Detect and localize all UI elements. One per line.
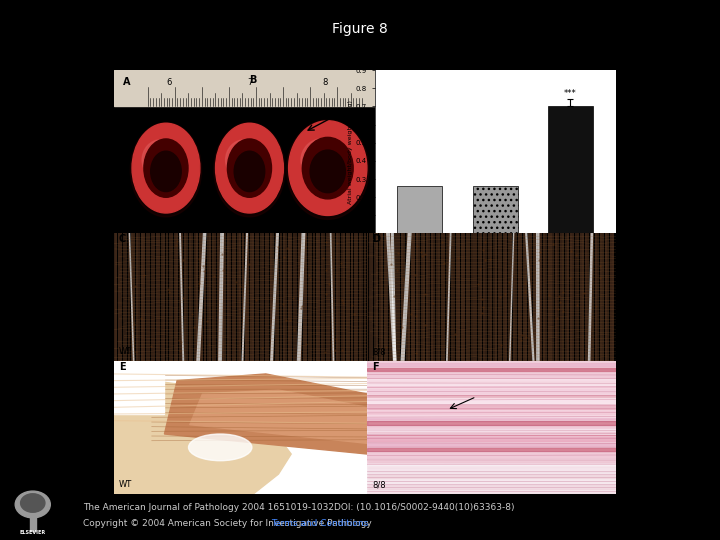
Y-axis label: Atrial weight/body weight (mg/g): Atrial weight/body weight (mg/g): [348, 100, 353, 204]
Bar: [367, 389, 616, 393]
Ellipse shape: [15, 491, 50, 518]
Text: WT: WT: [159, 220, 173, 229]
Text: ***: ***: [564, 89, 577, 98]
Text: F: F: [372, 362, 379, 372]
Bar: [367, 491, 616, 494]
Ellipse shape: [130, 123, 202, 217]
Ellipse shape: [132, 123, 200, 213]
Bar: [367, 416, 616, 420]
Ellipse shape: [189, 434, 252, 461]
Bar: [367, 485, 616, 489]
Text: D: D: [372, 234, 380, 244]
Text: Copyright © 2004 American Society for Investigative Pathology: Copyright © 2004 American Society for In…: [83, 519, 372, 529]
Bar: [367, 432, 616, 435]
Bar: [114, 70, 374, 106]
Bar: [367, 469, 616, 472]
Ellipse shape: [301, 139, 344, 181]
Text: Figure 8: Figure 8: [332, 22, 388, 36]
Ellipse shape: [225, 140, 263, 180]
Bar: [114, 361, 164, 414]
Text: A: A: [123, 77, 130, 87]
Bar: [367, 379, 616, 384]
Bar: [548, 106, 593, 233]
Text: Terms and Conditions: Terms and Conditions: [271, 519, 369, 529]
Ellipse shape: [144, 139, 188, 197]
Bar: [367, 448, 616, 451]
Text: HZ: HZ: [243, 220, 256, 229]
Ellipse shape: [287, 120, 369, 219]
Bar: [367, 368, 616, 372]
Bar: [367, 458, 616, 462]
Text: 7: 7: [247, 78, 252, 87]
Bar: [367, 443, 616, 446]
Bar: [367, 480, 616, 483]
Ellipse shape: [289, 121, 367, 215]
Ellipse shape: [21, 494, 45, 512]
Bar: [367, 427, 616, 430]
Text: The American Journal of Pathology 2004 1651019-1032DOI: (10.1016/S0002-9440(10)6: The American Journal of Pathology 2004 1…: [83, 503, 514, 512]
Bar: [367, 362, 616, 366]
Bar: [30, 517, 36, 531]
Ellipse shape: [142, 140, 179, 180]
Polygon shape: [164, 374, 367, 454]
Bar: [367, 475, 616, 478]
Text: WT: WT: [119, 347, 132, 356]
Text: E: E: [119, 362, 125, 372]
Bar: [367, 398, 616, 403]
Bar: [367, 373, 616, 376]
Bar: [367, 395, 616, 398]
Text: WT: WT: [119, 481, 132, 489]
Text: B: B: [249, 75, 257, 85]
Bar: [367, 400, 616, 403]
Polygon shape: [114, 381, 291, 494]
Text: 6: 6: [166, 78, 171, 87]
Ellipse shape: [302, 137, 354, 199]
Bar: [367, 464, 616, 468]
Bar: [367, 465, 616, 494]
Ellipse shape: [310, 150, 346, 193]
Bar: [367, 421, 616, 424]
Bar: [367, 410, 616, 414]
Bar: [367, 454, 616, 457]
Text: 8/8: 8/8: [321, 220, 335, 229]
Bar: [367, 379, 616, 417]
Ellipse shape: [215, 123, 284, 213]
Bar: [367, 379, 616, 382]
Bar: [367, 460, 616, 465]
Bar: [367, 406, 616, 409]
Bar: [397, 186, 443, 233]
Text: 8: 8: [323, 78, 328, 87]
Ellipse shape: [150, 151, 181, 192]
Text: 8/8: 8/8: [372, 481, 386, 489]
Ellipse shape: [214, 123, 285, 217]
Text: 8/8: 8/8: [372, 347, 386, 356]
Bar: [367, 429, 616, 434]
Polygon shape: [190, 390, 367, 443]
Text: C: C: [119, 234, 126, 244]
Ellipse shape: [234, 151, 265, 192]
Bar: [367, 437, 616, 441]
Bar: [367, 384, 616, 387]
Ellipse shape: [228, 139, 271, 197]
Bar: [472, 186, 518, 233]
Text: ELSEVIER: ELSEVIER: [19, 530, 46, 535]
